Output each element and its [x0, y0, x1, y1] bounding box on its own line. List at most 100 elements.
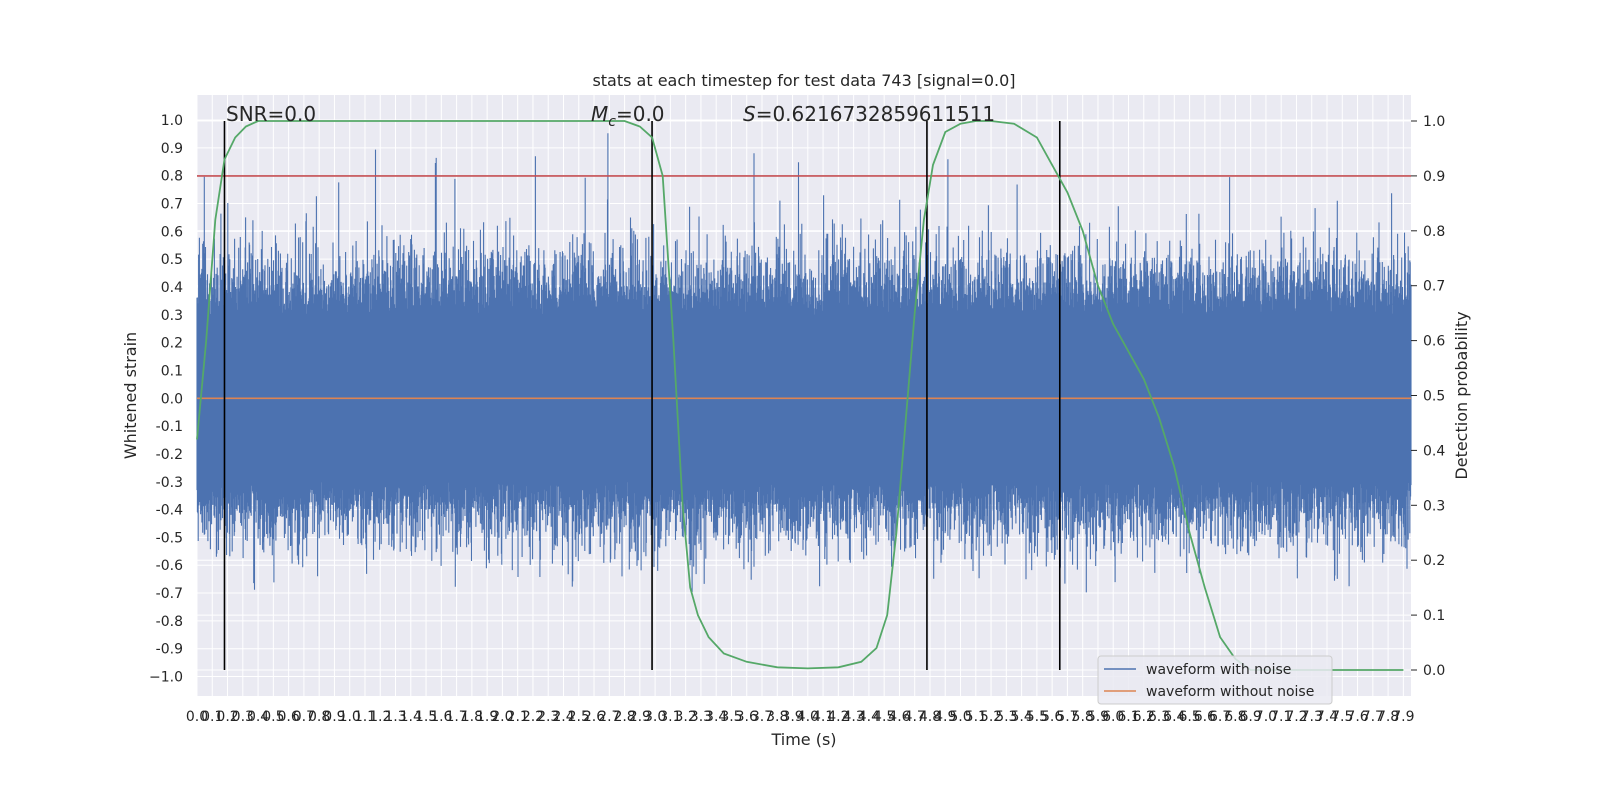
y-left-tick-label: 0.0	[161, 391, 183, 407]
y-right-tick-label: 0.3	[1423, 498, 1445, 514]
x-tick-label: 6.8	[1224, 709, 1246, 725]
x-tick-label: 7.8	[1377, 709, 1399, 725]
y-left-tick-label: 0.5	[161, 252, 183, 268]
x-tick-label: 1.5	[415, 709, 437, 725]
y-right-tick-label: 0.5	[1423, 389, 1445, 405]
x-tick-label: 4.5	[873, 709, 895, 725]
annotation-mc-symbol: M	[591, 102, 608, 126]
y-left-tick-label: 0.1	[161, 363, 183, 379]
y-right-tick-label: 0.7	[1423, 279, 1445, 295]
chart-title: stats at each timestep for test data 743…	[592, 71, 1015, 90]
y-axis-left-label: Whitened strain	[121, 332, 140, 459]
x-tick-label: 7.1	[1270, 709, 1292, 725]
overlay-lines	[197, 121, 1411, 670]
x-tick-label: 1.4	[400, 709, 422, 725]
y-left-tick-label: -0.8	[156, 614, 183, 630]
x-tick-label: 2.3	[537, 709, 559, 725]
axis-ticks: 0.00.10.20.30.40.50.60.70.80.91.01.11.21…	[149, 113, 1445, 725]
annotation-score: S=0.6216732859611511	[743, 102, 995, 126]
x-tick-label: 6.3	[1148, 709, 1170, 725]
x-tick-label: 7.6	[1346, 709, 1368, 725]
y-right-tick-label: 0.8	[1423, 224, 1445, 240]
y-right-tick-label: 1.0	[1423, 114, 1445, 130]
x-tick-label: 4.3	[842, 709, 864, 725]
y-right-tick-label: 0.2	[1423, 553, 1445, 569]
x-tick-label: 5.7	[1056, 709, 1078, 725]
x-tick-label: 5.2	[980, 709, 1002, 725]
x-tick-label: 3.1	[659, 709, 681, 725]
x-tick-label: 0.4	[247, 709, 269, 725]
detection-probability-line	[196, 120, 1404, 671]
x-tick-label: 3.7	[751, 709, 773, 725]
x-tick-label: 3.2	[675, 709, 697, 725]
x-tick-label: 0.9	[323, 709, 345, 725]
y-left-tick-label: 1.0	[161, 113, 183, 129]
x-tick-label: 5.3	[995, 709, 1017, 725]
x-tick-label: 1.7	[445, 709, 467, 725]
x-tick-label: 2.7	[598, 709, 620, 725]
x-tick-label: 6.4	[1163, 709, 1185, 725]
y-left-tick-label: -0.2	[156, 447, 183, 463]
x-tick-label: 1.3	[384, 709, 406, 725]
x-tick-label: 5.4	[1010, 709, 1032, 725]
x-tick-label: 3.5	[720, 709, 742, 725]
x-tick-label: 1.0	[339, 709, 361, 725]
x-tick-label: 2.9	[629, 709, 651, 725]
x-axis-label: Time (s)	[770, 730, 836, 749]
annotation-mc-value: =0.0	[616, 102, 665, 126]
x-tick-label: 0.1	[201, 709, 223, 725]
x-tick-label: 0.3	[232, 709, 254, 725]
annotation-s-symbol: S	[743, 102, 756, 126]
y-right-tick-label: 0.1	[1423, 608, 1445, 624]
x-tick-label: 7.4	[1316, 709, 1338, 725]
x-tick-label: 0.7	[293, 709, 315, 725]
x-tick-label: 4.1	[812, 709, 834, 725]
x-tick-label: 2.5	[568, 709, 590, 725]
y-left-tick-label: -0.4	[156, 503, 183, 519]
x-tick-label: 0.5	[262, 709, 284, 725]
y-left-tick-label: 0.3	[161, 308, 183, 324]
x-tick-label: 5.5	[1026, 709, 1048, 725]
y-left-tick-label: -0.7	[156, 586, 183, 602]
y-left-tick-label: -0.9	[156, 642, 183, 658]
x-tick-label: 3.3	[690, 709, 712, 725]
x-tick-label: 4.2	[827, 709, 849, 725]
x-tick-label: 2.0	[491, 709, 513, 725]
x-tick-label: 4.8	[919, 709, 941, 725]
annotation-s-value: =0.6216732859611511	[756, 102, 995, 126]
x-tick-label: 7.5	[1331, 709, 1353, 725]
legend-label-waveform-with-noise: waveform with noise	[1146, 662, 1291, 678]
annotation-mc-subscript: c	[608, 114, 616, 130]
x-tick-label: 3.4	[705, 709, 727, 725]
x-tick-label: 1.1	[354, 709, 376, 725]
series-detection-probability	[196, 120, 1404, 671]
x-tick-label: 4.4	[858, 709, 880, 725]
x-tick-label: 2.6	[583, 709, 605, 725]
x-tick-label: 1.9	[476, 709, 498, 725]
y-right-tick-label: 0.9	[1423, 169, 1445, 185]
x-tick-label: 5.0	[949, 709, 971, 725]
x-tick-label: 3.8	[766, 709, 788, 725]
annotation-chirp-mass: Mc=0.0	[591, 102, 665, 130]
x-tick-label: 7.0	[1255, 709, 1277, 725]
x-tick-label: 2.8	[613, 709, 635, 725]
annotation-snr: SNR=0.0	[226, 102, 316, 126]
x-tick-label: 2.1	[507, 709, 529, 725]
x-tick-label: 3.9	[781, 709, 803, 725]
x-tick-label: 5.6	[1041, 709, 1063, 725]
y-left-tick-label: 0.8	[161, 169, 183, 185]
y-right-tick-label: 0.4	[1423, 443, 1445, 459]
x-tick-label: 3.6	[736, 709, 758, 725]
legend-label-waveform-without-noise: waveform without noise	[1146, 684, 1314, 700]
x-tick-label: 0.0	[186, 709, 208, 725]
x-tick-label: 6.9	[1240, 709, 1262, 725]
x-tick-label: 5.8	[1072, 709, 1094, 725]
x-tick-label: 0.2	[216, 709, 238, 725]
y-left-tick-label: −1.0	[149, 670, 183, 686]
x-tick-label: 6.7	[1209, 709, 1231, 725]
x-tick-label: 6.0	[1102, 709, 1124, 725]
x-tick-label: 0.8	[308, 709, 330, 725]
y-left-tick-label: -0.1	[156, 419, 183, 435]
y-right-tick-label: 0.0	[1423, 663, 1445, 679]
